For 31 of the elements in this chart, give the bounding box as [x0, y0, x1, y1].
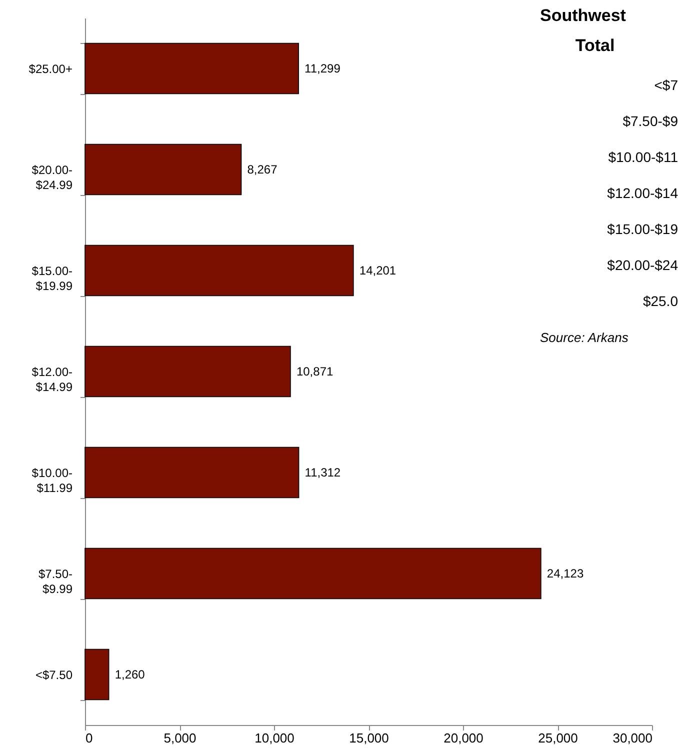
data-label: 10,871: [296, 364, 334, 378]
x-tick-label: 30,000: [612, 730, 652, 746]
y-tick-label: $10.00-$11.99: [32, 466, 73, 495]
y-tick-label: $7.50-$9.99: [38, 567, 73, 596]
data-label: 24,123: [546, 566, 584, 580]
y-tick-label: $20.00-$24.99: [32, 163, 73, 192]
y-tick-label: $15.00-$19.99: [32, 264, 73, 293]
annotation: $25.0: [642, 293, 678, 309]
chart-title: Southwest: [540, 6, 626, 25]
data-label: 8,267: [247, 162, 278, 176]
x-tick-label: 0: [86, 730, 93, 746]
annotation: Source: Arkans: [540, 330, 629, 345]
data-label: 1,260: [114, 668, 146, 682]
y-tick-label: $12.00-$14.99: [32, 365, 73, 394]
data-label: 11,312: [304, 466, 341, 480]
annotation: $15.00-$19: [607, 221, 678, 237]
annotation: Total: [575, 36, 615, 55]
x-tick-label: 15,000: [349, 730, 389, 746]
text: <$7: [654, 77, 678, 93]
x-tick-label: 25,000: [538, 730, 578, 746]
annotation: $12.00-$14: [607, 185, 678, 201]
y-tick-label: $25.00+: [28, 62, 72, 76]
data-label: 11,299: [304, 62, 341, 76]
x-tick-label: 5,000: [164, 730, 196, 746]
y-tick-label: <$7.50: [35, 668, 73, 682]
annotation: $10.00-$11: [608, 149, 678, 165]
annotation: $7.50-$9: [622, 113, 678, 129]
x-tick-label: 10,000: [254, 730, 294, 746]
data-label: 14,201: [359, 264, 396, 278]
x-tick-label: 20,000: [444, 730, 484, 746]
annotation: $20.00-$24: [607, 257, 678, 273]
